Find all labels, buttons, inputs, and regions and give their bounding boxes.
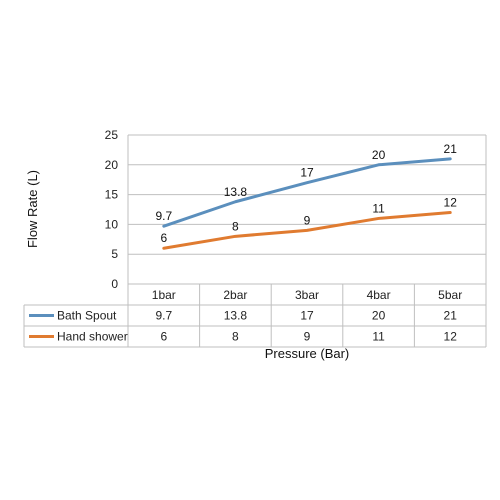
- legend-entry: Hand shower: [57, 330, 128, 344]
- table-cell: 9: [304, 330, 311, 344]
- series-line: [162, 210, 452, 250]
- table-cell: 12: [444, 330, 458, 344]
- y-tick-label: 0: [111, 277, 118, 291]
- x-tick-label: 5bar: [438, 288, 462, 302]
- table-cell: 13.8: [224, 309, 248, 323]
- table-cell: 8: [232, 330, 239, 344]
- y-tick-label: 25: [105, 128, 119, 142]
- x-tick-label: 4bar: [367, 288, 391, 302]
- data-table: 1bar 2bar 3bar 4bar 5bar Bath Spout 9.7 13.8 17 2…: [23, 284, 487, 348]
- table-cell: 20: [372, 309, 386, 323]
- table-cell: 6: [160, 330, 167, 344]
- table-cell: 17: [300, 309, 314, 323]
- legend-entry: Bath Spout: [57, 309, 117, 323]
- y-tick-label: 20: [105, 158, 119, 172]
- data-label: 21: [444, 142, 458, 156]
- x-tick-label: 2bar: [223, 288, 247, 302]
- data-label: 9.7: [155, 209, 172, 223]
- y-axis-title: Flow Rate (L): [25, 170, 40, 248]
- data-label: 17: [300, 166, 314, 180]
- data-labels: 9.7 13.8 17 20 21 6 8 9 11 12: [155, 142, 457, 245]
- x-axis-title: Pressure (Bar): [265, 346, 350, 361]
- data-label: 8: [232, 219, 239, 233]
- series-line: [162, 157, 452, 228]
- data-label: 9: [304, 213, 311, 227]
- series-lines: [162, 157, 452, 250]
- y-axis-ticks: 0 5 10 15 20 25: [105, 128, 119, 291]
- data-label: 6: [160, 231, 167, 245]
- grid: [127, 134, 487, 285]
- y-tick-label: 15: [105, 188, 119, 202]
- table-cell: 21: [444, 309, 458, 323]
- data-label: 20: [372, 148, 386, 162]
- x-tick-label: 1bar: [152, 288, 176, 302]
- data-label: 13.8: [224, 185, 248, 199]
- data-label: 11: [372, 201, 385, 215]
- data-label: 12: [444, 195, 458, 209]
- table-cell: 9.7: [155, 309, 172, 323]
- x-tick-label: 3bar: [295, 288, 319, 302]
- table-cell: 11: [372, 330, 385, 344]
- y-tick-label: 10: [105, 217, 119, 231]
- y-tick-label: 5: [111, 247, 118, 261]
